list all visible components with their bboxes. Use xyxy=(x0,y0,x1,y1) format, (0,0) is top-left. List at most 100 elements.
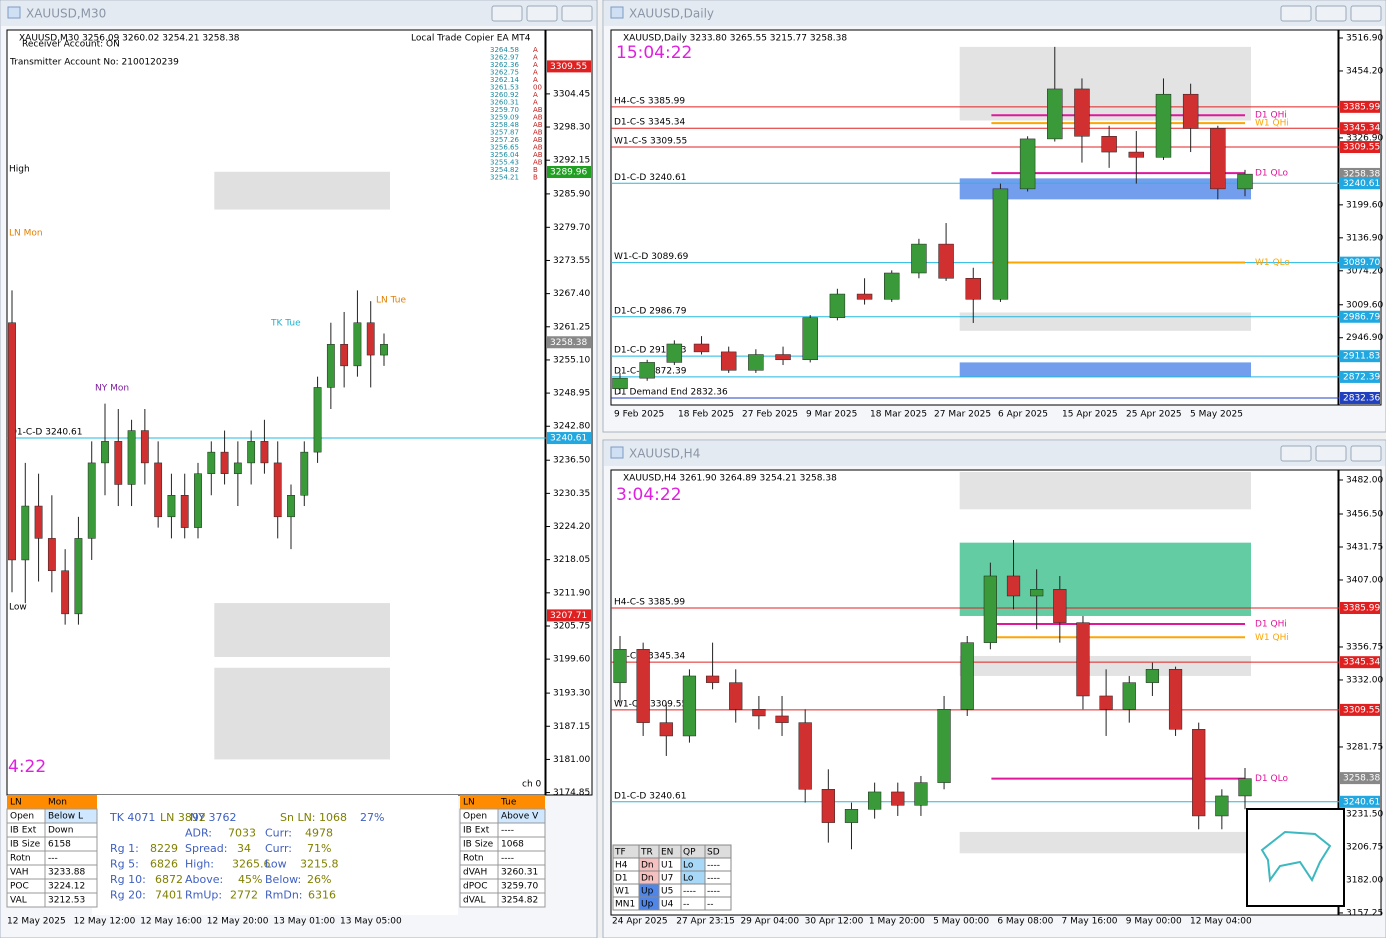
quarter-label: D1 QLo xyxy=(1255,774,1288,784)
candle-body xyxy=(287,495,295,518)
price-tag-label: 3345.34 xyxy=(1343,124,1380,134)
stat: Rg 1: xyxy=(110,842,139,855)
candle-body xyxy=(748,354,764,371)
window-button[interactable] xyxy=(1315,445,1347,462)
price-tag-label: 2911.83 xyxy=(1343,352,1380,362)
quarter-label: D1 QHi xyxy=(1255,619,1287,629)
stat: Below: xyxy=(265,873,301,886)
window-button[interactable] xyxy=(526,5,558,22)
logo-box xyxy=(1246,808,1345,907)
price-tag xyxy=(1340,177,1380,190)
level-label: H4-C-S 3385.99 xyxy=(614,597,685,607)
table-text: ---- xyxy=(501,826,514,836)
quote-price: 3261.53 xyxy=(490,84,519,92)
candle-body xyxy=(705,675,720,683)
quote-flag: AB xyxy=(533,106,543,114)
stat: Low xyxy=(265,858,287,871)
candle-body xyxy=(802,317,818,361)
y-tick-label: 2946.90 xyxy=(1346,333,1383,343)
stat: RmUp: xyxy=(185,889,222,902)
y-tick-label: 3187.15 xyxy=(553,722,590,732)
y-tick-label: 3211.90 xyxy=(553,588,590,598)
table-text: IB Ext xyxy=(10,826,37,836)
candle-body xyxy=(639,362,655,379)
quote-flag: A xyxy=(533,76,538,84)
price-tag-label: 3385.99 xyxy=(1343,603,1380,613)
quarter-label: D1 QHi xyxy=(1255,111,1287,121)
ch-label: ch 0 xyxy=(522,780,542,790)
title-bar xyxy=(604,1,1385,26)
quote-price: 3260.31 xyxy=(490,99,519,107)
y-tick-label: 3242.80 xyxy=(553,422,590,432)
y-tick-label: 3193.30 xyxy=(553,689,590,699)
candle-body xyxy=(983,575,997,643)
table-text: VAH xyxy=(10,868,29,878)
candle-body xyxy=(380,344,388,356)
table-cell xyxy=(497,892,546,908)
stat: Curr: xyxy=(265,842,292,855)
y-tick-label: 3285.90 xyxy=(553,189,590,199)
zone xyxy=(214,667,390,760)
window-title: XAUUSD,H4 xyxy=(629,447,700,461)
candle-body xyxy=(914,782,928,806)
window-button[interactable] xyxy=(561,5,593,22)
quote-flag: AB xyxy=(533,114,543,122)
quarter-label: W1 QHi xyxy=(1255,633,1289,643)
y-tick-label: 3199.60 xyxy=(1346,200,1383,210)
candle-body xyxy=(1019,138,1036,190)
candle-body xyxy=(1237,173,1253,190)
candle-body xyxy=(220,451,229,474)
candle-body xyxy=(775,354,791,361)
candle-body xyxy=(960,642,974,710)
candle-body xyxy=(1168,669,1183,730)
label-ny-mon: NY Mon xyxy=(95,384,129,394)
overlays: 3309.553289.963258.383240.613207.713385.… xyxy=(6,46,1380,915)
plot-area xyxy=(6,29,546,796)
quote-price: 3262.75 xyxy=(490,69,519,77)
window-button[interactable] xyxy=(1350,5,1382,22)
y-tick-label: 3516.90 xyxy=(1346,33,1383,43)
stat: Rg 20: xyxy=(110,889,146,902)
price-tag-label: 3258.38 xyxy=(1343,774,1380,784)
price-tag xyxy=(1340,601,1380,614)
quote-price: 3262.36 xyxy=(490,61,519,69)
zone xyxy=(959,471,1251,510)
y-tick-label: 3205.75 xyxy=(553,621,590,631)
trend-text: U4 xyxy=(661,900,674,910)
stat: 7033 xyxy=(228,827,256,840)
x-tick-label: 27 Apr 23:15 xyxy=(676,917,735,927)
stat: High: xyxy=(185,858,214,871)
candle-body xyxy=(1182,93,1199,129)
window-button[interactable] xyxy=(491,5,523,22)
trend-text: W1 xyxy=(615,887,630,897)
x-tick-label: 5 May 2025 xyxy=(1190,410,1243,420)
level-label: D1-C-D 2986.79 xyxy=(614,306,687,316)
trend-text: Dn xyxy=(641,874,654,884)
trend-head: SD xyxy=(707,848,720,858)
copier-title: Local Trade Copier EA MT4 xyxy=(411,34,531,44)
candle-body xyxy=(1210,128,1226,190)
stat: Spread: xyxy=(185,842,227,855)
x-tick-label: 24 Apr 2025 xyxy=(612,917,668,927)
price-tag xyxy=(1340,310,1380,323)
candle-body xyxy=(140,430,149,464)
candle-body xyxy=(1099,695,1113,710)
candle-body xyxy=(829,293,846,318)
table-text: 3233.88 xyxy=(48,868,85,878)
window-button[interactable] xyxy=(1315,5,1347,22)
trend-cell xyxy=(704,896,732,911)
x-tick-label: 13 May 05:00 xyxy=(340,917,402,927)
quote-flag: A xyxy=(533,91,538,99)
quote-price: 3254.82 xyxy=(490,166,519,174)
window-button[interactable] xyxy=(1280,5,1312,22)
label-high: High xyxy=(9,165,30,175)
stat: 26% xyxy=(307,873,331,886)
stat: 71% xyxy=(307,842,331,855)
x-tick-label: 12 May 16:00 xyxy=(140,917,202,927)
window-button[interactable] xyxy=(1280,445,1312,462)
window-button[interactable] xyxy=(1350,445,1382,462)
y-tick-label: 3267.40 xyxy=(553,289,590,299)
price-tag xyxy=(1340,167,1380,180)
h4-timer: 3:04:22 xyxy=(616,485,682,505)
